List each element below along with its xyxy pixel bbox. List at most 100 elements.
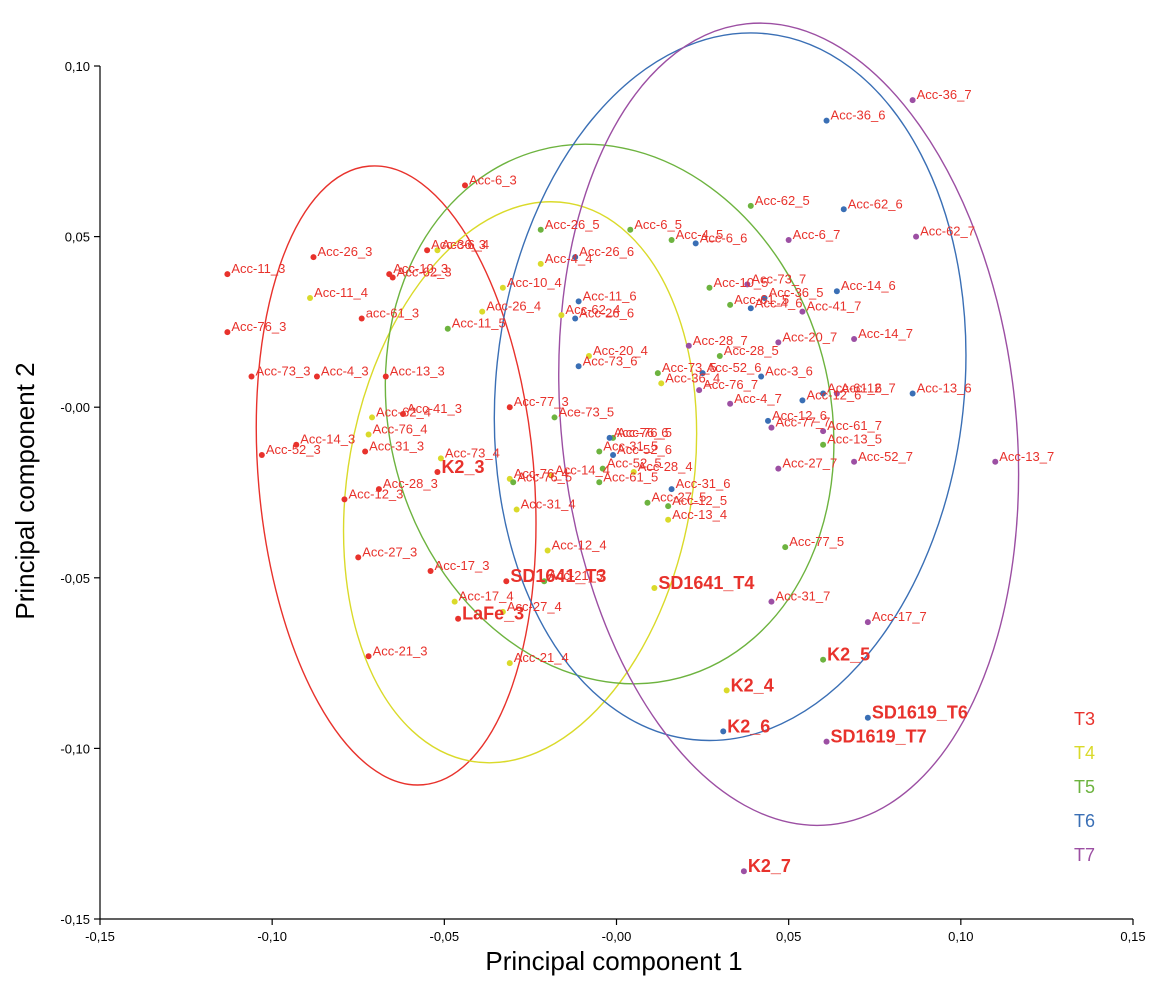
point-acc-52-5 <box>599 465 606 472</box>
point-acc-28-3 <box>375 486 382 493</box>
point-acc-73-3 <box>248 373 255 380</box>
point-acc-73-7 <box>744 281 751 288</box>
point-acc-12-6 <box>765 417 772 424</box>
point-label-acc-4-6: Acc-4_6 <box>755 295 803 310</box>
point-acc-36-5 <box>761 295 768 302</box>
point-acc-14-7 <box>851 335 858 342</box>
legend-item-t6: T6 <box>1074 811 1095 831</box>
point-ace-73-5 <box>551 414 558 421</box>
point-label-acc-26-3: Acc-26_3 <box>317 244 372 259</box>
point-label-acc-36-7: Acc-36_7 <box>917 87 972 102</box>
point-acc-52-7 <box>851 458 858 465</box>
point-acc-6-4 <box>434 247 441 254</box>
point-acc-12-6 <box>799 397 806 404</box>
point-acc-36-4 <box>658 380 665 387</box>
point-label-acc-12-4: Acc-12_4 <box>552 538 607 553</box>
point-label-acc-77-3: Acc-77_3 <box>514 394 569 409</box>
point-acc-26-5 <box>537 226 544 233</box>
legend: T3 T4 T5 T6 T7 <box>1074 709 1095 865</box>
point-acc-76-4 <box>365 431 372 438</box>
data-points <box>224 97 999 875</box>
point-acc-76-7 <box>696 387 703 394</box>
point-acc-27-4 <box>499 608 506 615</box>
point-label-acc-31-7: Acc-31_7 <box>775 589 830 604</box>
point-acc-10-4 <box>499 284 506 291</box>
point-label-acc-12-6: Acc-12_6 <box>806 387 861 402</box>
legend-item-t4: T4 <box>1074 743 1095 763</box>
y-tick-label: -0,15 <box>60 912 90 927</box>
point-label-acc-73-7: Acc-73_7 <box>751 271 806 286</box>
point-label-acc-11-3: Acc-11_3 <box>231 261 285 276</box>
ellipse-t3 <box>255 165 537 786</box>
point-label-acc-3-6: Acc-3_6 <box>765 363 813 378</box>
point-label-acc-61-6: Acc-61_6 <box>827 381 882 396</box>
point-acc-13-4 <box>665 516 672 523</box>
point-label-acc-73-3: Acc-73_3 <box>256 363 311 378</box>
point-label-acc-52-7: Acc-52_7 <box>858 449 913 464</box>
point-k2-4 <box>723 687 730 694</box>
point-acc-20-4 <box>585 353 592 360</box>
point-label-acc-21-4: Acc-21_4 <box>514 650 569 665</box>
point-label-acc-26-4: Acc-26_4 <box>486 299 541 314</box>
point-label-acc-61-7: Acc-61_7 <box>827 418 882 433</box>
point-label-acc-73-5: Acc-73_5 <box>662 360 717 375</box>
y-tick-label: -0,10 <box>60 741 90 756</box>
point-label-acc-13-3: Acc-13_3 <box>390 363 445 378</box>
point-label-acc-6-6: Acc-6_6 <box>700 230 748 245</box>
point-label-acc-27-4: Acc-27_4 <box>507 599 562 614</box>
point-label-acc-52-3: Acc-52_3 <box>266 442 321 457</box>
point-lafe-3 <box>455 615 462 622</box>
point-label-acc-77-5: Acc-77_5 <box>789 534 844 549</box>
point-label-acc-21-3: Acc-21_3 <box>373 643 428 658</box>
point-sd1641-t3 <box>503 578 510 585</box>
point-label-acc-10-4: Acc-10_4 <box>507 275 562 290</box>
point-k2-6 <box>720 728 727 735</box>
point-label-acc-76-4: Acc-76_4 <box>373 421 428 436</box>
point-acc-12-5 <box>665 503 672 510</box>
point-acc-52-6 <box>610 451 617 458</box>
point-label-k2-4: K2_4 <box>731 675 774 695</box>
point-acc-28-4 <box>630 469 637 476</box>
point-label-acc-31-6: Acc-31_6 <box>676 476 731 491</box>
point-label-acc-62-7: Acc-62_7 <box>920 224 975 239</box>
point-label-acc-12-5: Acc-12_5 <box>672 493 727 508</box>
point-label-acc-21-5: Acc-21_5 <box>548 568 603 583</box>
point-label-acc-11-6: Acc-11_6 <box>583 288 637 303</box>
point-label-acc-27-3: Acc-27_3 <box>362 544 417 559</box>
point-k2-7 <box>740 868 747 875</box>
point-label-acc-12-6: Acc-12_6 <box>772 408 827 423</box>
point-label-acc-14-4: Acc-14_4 <box>555 462 610 477</box>
point-label-acc-62-3: Acc-62_3 <box>397 265 452 280</box>
y-tick-label: -0,00 <box>60 400 90 415</box>
point-label-acc-36-3: Acc-36_3 <box>431 237 486 252</box>
point-label-acc-17-3: Acc-17_3 <box>435 558 490 573</box>
point-acc-31-4 <box>513 506 520 513</box>
point-label-acc-6-4: Acc-6_4 <box>441 237 489 252</box>
point-label-lafe-3: LaFe_3 <box>462 604 524 624</box>
y-axis-title: Principal component 2 <box>10 362 40 619</box>
point-label-acc-26-6: Acc-26_6 <box>579 305 634 320</box>
point-label-acc-76-5: Acc-76_5 <box>617 425 672 440</box>
point-acc-77-3 <box>506 404 513 411</box>
point-acc-12-3 <box>341 496 348 503</box>
point-acc-61-3 <box>358 315 365 322</box>
point-label-acc-27-5: Acc-27_5 <box>651 490 706 505</box>
x-tick-label: 0,15 <box>1120 929 1145 944</box>
point-label-acc-20-7: Acc-20_7 <box>782 329 837 344</box>
point-acc-41-7 <box>799 308 806 315</box>
point-label-acc-17-7: Acc-17_7 <box>872 609 927 624</box>
point-label-acc-76-6: Acc-76_6 <box>614 425 669 440</box>
point-acc-26-6 <box>572 315 579 322</box>
point-acc-4-5 <box>668 237 675 244</box>
point-label-acc-52-5: Acc-52_5 <box>607 456 662 471</box>
point-acc-31-6 <box>668 486 675 493</box>
x-tick-label: -0,00 <box>602 929 632 944</box>
point-acc-17-4 <box>451 598 458 605</box>
point-acc-77-7 <box>768 424 775 431</box>
point-acc-6-3 <box>461 182 468 189</box>
point-acc-31-3 <box>362 448 369 455</box>
point-label-acc-11-4: Acc-11_4 <box>314 285 368 300</box>
x-tick-label: -0,05 <box>430 929 460 944</box>
point-acc-4-6 <box>747 305 754 312</box>
point-acc-76-5 <box>510 479 517 486</box>
